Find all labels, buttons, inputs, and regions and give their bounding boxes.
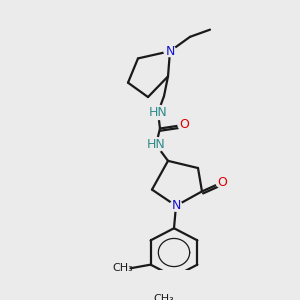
Circle shape [148, 137, 164, 152]
Circle shape [164, 46, 176, 57]
Circle shape [150, 105, 166, 119]
Circle shape [170, 200, 182, 211]
Text: CH₃: CH₃ [112, 263, 133, 273]
Text: O: O [217, 176, 227, 189]
Text: HN: HN [148, 106, 167, 119]
Text: O: O [179, 118, 189, 131]
Text: N: N [165, 45, 175, 58]
Circle shape [216, 177, 228, 188]
Text: HN: HN [147, 138, 165, 151]
Circle shape [178, 119, 190, 130]
Text: CH₃: CH₃ [154, 294, 174, 300]
Text: N: N [171, 199, 181, 212]
